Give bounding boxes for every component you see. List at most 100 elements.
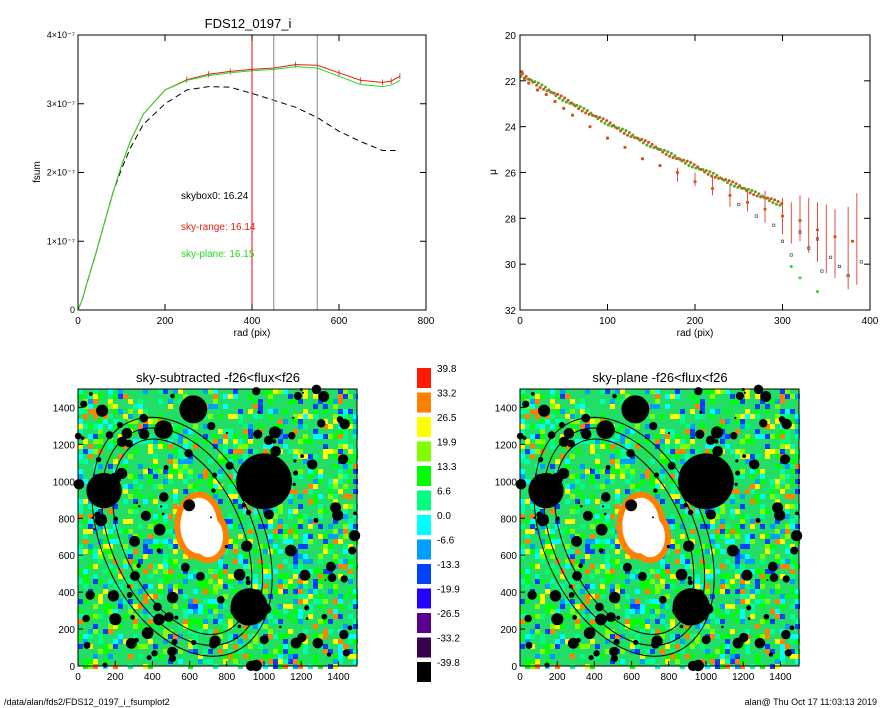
masked-source [789,625,795,631]
noise-pixel [620,449,625,454]
profile-point [553,99,557,104]
noise-pixel [760,509,765,514]
noise-pixel [183,609,188,614]
noise-pixel [650,589,655,594]
noise-pixel [590,549,595,554]
noise-pixel [98,434,103,439]
noise-pixel [253,399,258,404]
noise-pixel [283,534,288,539]
noise-pixel [605,479,610,484]
noise-pixel [123,614,128,619]
noise-pixel [338,654,343,659]
noise-pixel [303,644,308,649]
noise-pixel [333,589,338,594]
noise-pixel [590,419,595,424]
colorbar-swatch [417,490,431,511]
noise-pixel [765,599,770,604]
masked-source [211,488,216,493]
profile-point [598,115,602,119]
noise-pixel [158,579,163,584]
noise-pixel [298,424,303,429]
noise-pixel [108,604,113,609]
noise-pixel [98,439,103,444]
masked-source [88,391,93,396]
noise-pixel [348,469,353,474]
noise-pixel [133,419,138,424]
noise-pixel [193,489,198,494]
aperture-ellipse [101,427,264,646]
noise-pixel [203,474,208,479]
noise-pixel [790,559,795,564]
noise-pixel [550,549,555,554]
x-tick-label: 0 [517,672,523,683]
noise-pixel [208,649,213,654]
noise-pixel [353,504,358,509]
noise-pixel [268,614,273,619]
noise-pixel [650,629,655,634]
noise-pixel [343,414,348,419]
noise-pixel [730,394,735,399]
noise-pixel [163,524,168,529]
noise-pixel [88,564,93,569]
masked-source [683,540,695,552]
noise-pixel [233,524,238,529]
noise-pixel [775,519,780,524]
noise-pixel [590,439,595,444]
noise-pixel [253,514,258,519]
noise-pixel [785,464,790,469]
noise-pixel [108,399,113,404]
raw-point [829,255,833,259]
noise-pixel [555,424,560,429]
masked-source [782,575,790,583]
noise-pixel [730,529,735,534]
noise-pixel [318,584,323,589]
noise-pixel [615,389,620,394]
noise-pixel [223,519,228,524]
noise-pixel [238,644,243,649]
noise-pixel [278,584,283,589]
noise-pixel [153,539,158,544]
noise-pixel [785,529,790,534]
noise-pixel [338,614,343,619]
noise-pixel [600,544,605,549]
noise-pixel [560,599,565,604]
noise-pixel [248,534,253,539]
noise-pixel [690,449,695,454]
noise-pixel [158,564,163,569]
noise-pixel [520,644,525,649]
noise-pixel [780,654,785,659]
noise-pixel [595,484,600,489]
masked-source [795,511,799,516]
noise-pixel [98,554,103,559]
noise-pixel [273,509,278,514]
noise-pixel [168,439,173,444]
noise-pixel [710,399,715,404]
noise-pixel [163,634,168,639]
masked-source [210,516,212,519]
noise-pixel [670,434,675,439]
noise-pixel [303,639,308,644]
noise-pixel [545,589,550,594]
profile-point [780,214,785,218]
noise-pixel [148,474,153,479]
noise-pixel [755,414,760,419]
noise-pixel [343,534,348,539]
noise-pixel [770,494,775,499]
noise-pixel [535,574,540,579]
noise-pixel [158,439,163,444]
noise-pixel [178,574,183,579]
noise-pixel [298,554,303,559]
noise-pixel [288,659,293,664]
noise-pixel [183,459,188,464]
noise-pixel [278,654,283,659]
noise-pixel [183,429,188,434]
noise-pixel [163,389,168,394]
masked-source [754,637,766,649]
noise-pixel [710,569,715,574]
noise-pixel [203,389,208,394]
noise-pixel [665,604,670,609]
masked-source [563,428,575,439]
noise-pixel [630,619,635,624]
noise-pixel [675,449,680,454]
noise-pixel [88,404,93,409]
